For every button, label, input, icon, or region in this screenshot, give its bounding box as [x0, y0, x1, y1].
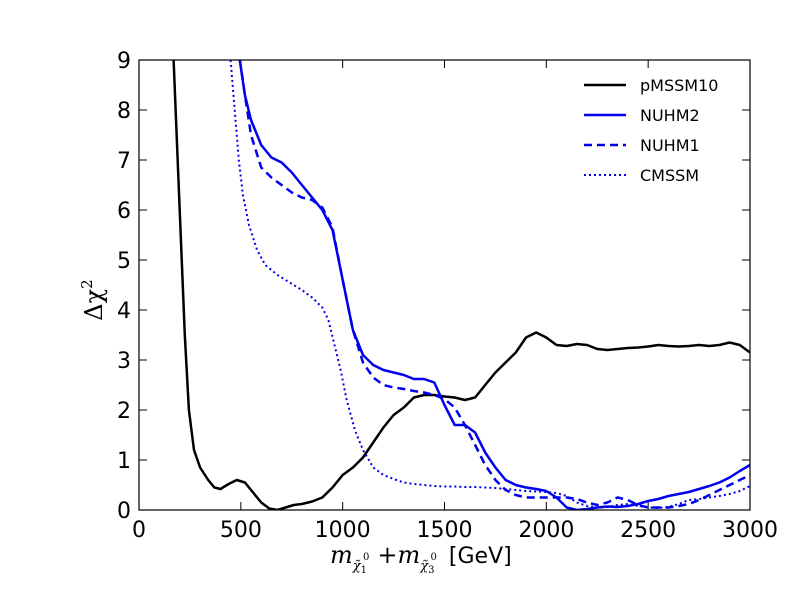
x-tick-label: 500	[220, 518, 262, 543]
axes-frame	[138, 59, 751, 511]
x-tick-label: 2500	[620, 518, 676, 543]
x-label-sub2: χ̃	[419, 559, 429, 574]
x-label-sub1-idx: 1	[361, 565, 367, 576]
x-label-plus: +	[377, 541, 397, 569]
tick-group: 0 500 1000 1500 2000 2500 3000 0 1 2 3 4 5 6 7 8 9	[117, 49, 778, 543]
y-tick-label: 1	[117, 449, 131, 474]
x-label-sup1: 0	[363, 552, 369, 563]
y-tick-label: 5	[117, 249, 131, 274]
x-label-m2: m	[398, 541, 421, 569]
y-tick-label: 2	[117, 399, 131, 424]
y-tick-label: 6	[117, 199, 131, 224]
legend-label-pmssm10: pMSSM10	[640, 76, 718, 95]
y-tick-label: 7	[117, 149, 131, 174]
legend-label-nuhm1: NUHM1	[640, 136, 700, 155]
x-tick-label: 1500	[417, 518, 473, 543]
x-tick-label: 1000	[315, 518, 371, 543]
series-line-nuhm2	[238, 60, 750, 510]
x-label-sub1: χ̃	[352, 559, 362, 574]
plot-area	[138, 59, 751, 511]
x-tick-label: 0	[132, 518, 146, 543]
x-label-sub2-idx: 3	[428, 565, 434, 576]
x-tick-label: 2000	[518, 518, 574, 543]
y-tick-label: 0	[117, 499, 131, 524]
legend-label-cmssm: CMSSM	[640, 166, 699, 185]
legend-label-nuhm2: NUHM2	[640, 106, 700, 125]
x-label-m1: m	[330, 541, 353, 569]
y-tick-label: 8	[117, 99, 131, 124]
series-line-cmssm	[229, 60, 750, 509]
x-label-sup2: 0	[431, 552, 437, 563]
y-tick-label: 3	[117, 349, 131, 374]
y-label-delta-chi: Δχ	[80, 288, 108, 320]
series-line-pmssm10	[172, 60, 750, 510]
series-group	[172, 60, 750, 510]
x-tick-label: 3000	[722, 518, 778, 543]
y-tick-label: 9	[117, 49, 131, 74]
y-label-exponent: 2	[78, 279, 96, 289]
y-axis-label: Δχ2	[78, 279, 108, 320]
y-tick-label: 4	[117, 299, 131, 324]
x-label-unit: [GeV]	[449, 544, 512, 569]
series-line-nuhm1	[238, 60, 750, 509]
x-axis-label: mχ̃10 +mχ̃30 [GeV]	[330, 541, 512, 576]
legend: pMSSM10 NUHM2 NUHM1 CMSSM	[584, 76, 718, 185]
